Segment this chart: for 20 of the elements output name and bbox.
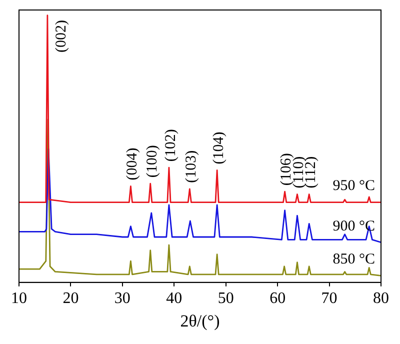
x-tick-label: 10 — [11, 290, 27, 308]
annotation: (002) — [53, 20, 70, 52]
x-tick-label: 50 — [218, 290, 234, 308]
series-label: 850 °C — [332, 252, 375, 268]
series-label: 950 °C — [332, 178, 375, 194]
annotation: (004) — [124, 148, 141, 180]
annotation: (102) — [162, 129, 179, 162]
x-tick-label: 70 — [321, 290, 338, 308]
annotation: (106) — [278, 153, 295, 186]
x-tick-label: 60 — [270, 290, 286, 308]
x-tick-label: 30 — [114, 290, 130, 308]
x-axis-title: 2θ/(°) — [180, 311, 220, 330]
x-tick-label: 80 — [373, 290, 389, 308]
annotation: (103) — [184, 150, 200, 183]
x-tick-label: 20 — [62, 290, 79, 308]
annotation: (100) — [144, 145, 160, 178]
annotation: (104) — [211, 132, 228, 164]
x-tick-label: 40 — [166, 290, 182, 308]
series-label: 900 °C — [332, 218, 375, 234]
annotation: (112) — [303, 156, 320, 188]
